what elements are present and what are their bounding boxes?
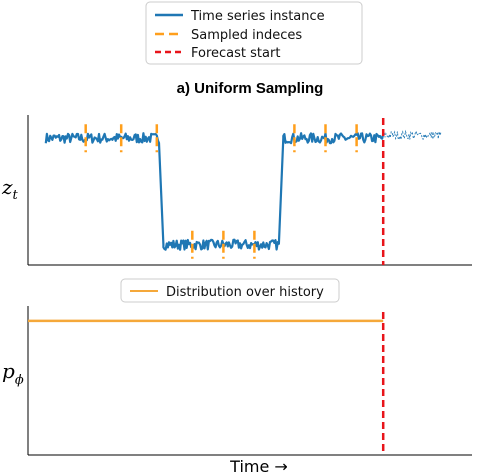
x-axis-label: Time → <box>229 457 288 476</box>
sampled-indices-group <box>84 124 358 259</box>
bottom-legend: Distribution over history <box>120 278 340 303</box>
bottom-panel: pϕ <box>2 306 472 456</box>
legend-label-sampled-indices: Sampled indeces <box>191 28 302 43</box>
bottom-y-axis-label-sub: ϕ <box>15 373 24 388</box>
series-time-series-instance <box>44 132 385 251</box>
top-legend-frame <box>145 1 363 65</box>
chart-title: a) Uniform Sampling <box>177 80 324 97</box>
top-panel: zt <box>1 115 472 266</box>
top-y-axis-label: zt <box>1 175 19 203</box>
legend-label-time-series: Time series instance <box>190 9 325 24</box>
top-y-axis-label-main: z <box>1 175 13 199</box>
top-y-axis-label-sub: t <box>13 188 19 203</box>
legend-label-distribution: Distribution over history <box>166 285 324 300</box>
top-legend: Time series instance Sampled indeces For… <box>145 1 363 65</box>
bottom-y-axis-label-main: p <box>2 359 15 383</box>
legend-label-forecast-start: Forecast start <box>191 46 280 61</box>
series-forecast-tail <box>382 129 442 141</box>
bottom-y-axis-label: pϕ <box>2 359 24 388</box>
bottom-legend-frame <box>120 278 340 303</box>
